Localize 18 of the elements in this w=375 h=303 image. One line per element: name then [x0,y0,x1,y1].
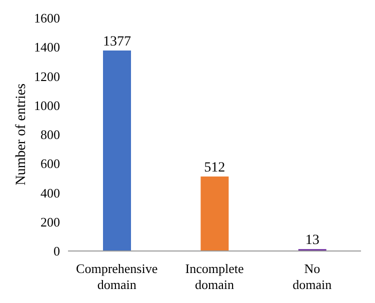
bar [200,176,229,251]
x-tick-label: No domain [292,261,332,292]
data-label: 13 [305,233,320,248]
y-tick-label: 1600 [34,10,60,26]
y-tick-label: 800 [40,127,60,142]
y-tick-label: 1000 [34,98,60,113]
y-tick-label: 0 [54,244,60,259]
y-tick-label: 200 [40,214,60,230]
bar [103,50,131,251]
data-label: 512 [204,160,226,176]
y-tick-label: 600 [40,156,60,172]
x-tick-label: Comprehensive domain [76,261,158,292]
y-tick-label: 1400 [34,40,60,55]
y-axis-title: Number of entries [14,84,29,186]
y-tick-label: 400 [40,185,60,200]
y-tick-label: 1200 [34,68,60,84]
data-label: 1377 [103,34,131,50]
x-tick-label: Incomplete domain [185,261,244,292]
